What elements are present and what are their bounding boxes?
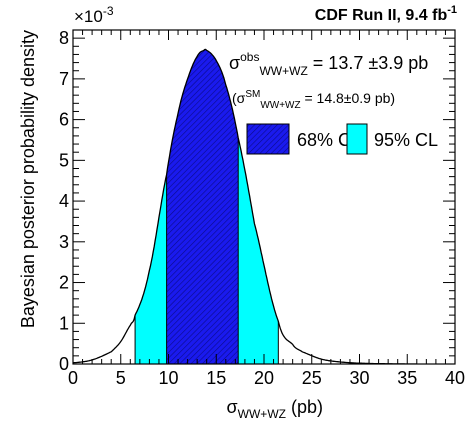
y-tick-label: 4 bbox=[59, 191, 69, 211]
x-tick-label: 20 bbox=[254, 368, 274, 388]
x-axis-label: σWW+WZ (pb) bbox=[227, 397, 323, 421]
y-tick-label: 7 bbox=[59, 69, 69, 89]
y-tick-label: 3 bbox=[59, 232, 69, 252]
chart-title: CDF Run II, 9.4 fb-1 bbox=[315, 4, 457, 24]
y-exponent-label: ×10-3 bbox=[74, 4, 114, 26]
y-tick-label: 0 bbox=[59, 354, 69, 374]
obs-cross-section-annotation: σobsWW+WZ = 13.7 ±3.9 pb bbox=[229, 50, 428, 78]
y-tick-label: 2 bbox=[59, 273, 69, 293]
y-tick-label: 5 bbox=[59, 150, 69, 170]
x-tick-label: 0 bbox=[68, 368, 78, 388]
legend: 68% CL 95% CL bbox=[246, 123, 438, 155]
x-tick-label: 5 bbox=[116, 368, 126, 388]
sm-cross-section-annotation: (σSMWW+WZ = 14.8±0.9 pb) bbox=[232, 89, 395, 111]
legend-label-68: 68% CL bbox=[297, 130, 361, 150]
x-tick-label: 40 bbox=[445, 368, 465, 388]
x-tick-label: 25 bbox=[302, 368, 322, 388]
y-axis-label: Bayesian posterior probability density bbox=[18, 30, 38, 328]
legend-swatch-68 bbox=[246, 123, 290, 155]
cl68-band bbox=[166, 49, 239, 364]
y-tick-label: 8 bbox=[59, 28, 69, 48]
legend-label-95: 95% CL bbox=[374, 130, 438, 150]
y-tick-label: 1 bbox=[59, 313, 69, 333]
x-tick-label: 15 bbox=[206, 368, 226, 388]
y-tick-label: 6 bbox=[59, 110, 69, 130]
legend-swatch-95 bbox=[346, 123, 368, 155]
x-tick-label: 10 bbox=[158, 368, 178, 388]
x-tick-label: 30 bbox=[349, 368, 369, 388]
x-tick-label: 35 bbox=[397, 368, 417, 388]
